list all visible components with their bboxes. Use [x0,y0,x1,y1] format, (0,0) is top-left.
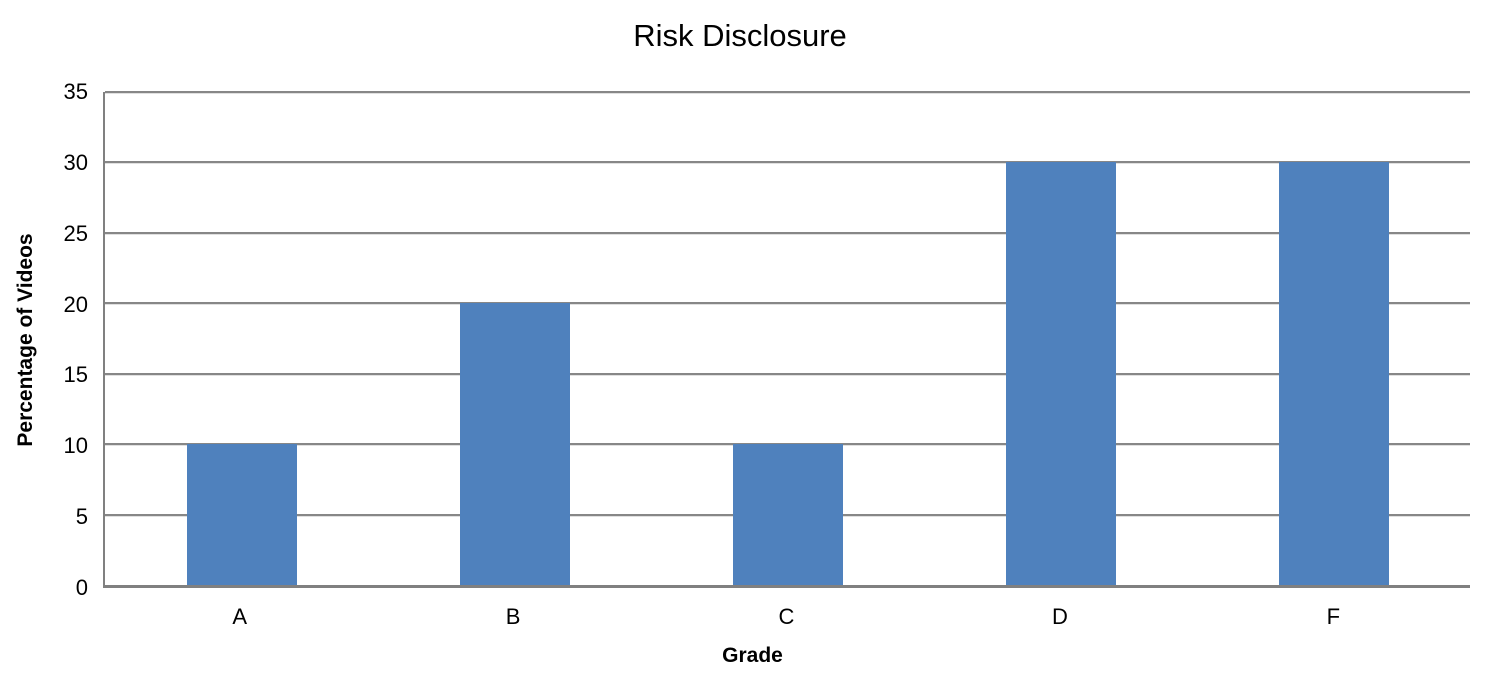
y-tick-label: 30 [63,149,88,175]
x-tick-label-C: C [778,604,795,629]
x-tick-label-D: D [1051,604,1068,629]
y-tick-label: 10 [63,433,88,459]
bar-C [732,444,843,585]
gridline [105,302,1470,305]
x-axis-title: Grade [722,644,783,667]
bar-D [1005,162,1116,585]
bar-B [459,303,570,585]
y-tick-label: 5 [75,504,88,530]
gridline [105,161,1470,164]
x-tick-label-B: B [505,604,521,629]
x-tick-label-F: F [1326,604,1341,629]
gridline [105,372,1470,375]
bar-A [186,444,297,585]
y-axis-tick-labels: 0 5 10 15 20 25 30 35 [0,81,88,599]
y-tick-label: 35 [63,79,88,104]
y-tick-label: 15 [63,362,88,388]
plot-area [103,91,1470,588]
bar-F [1278,162,1389,585]
y-tick-label: 25 [63,220,88,246]
chart-title: Risk Disclosure [633,18,847,53]
gridline [105,443,1470,446]
gridline [105,91,1470,93]
y-tick-label: 20 [63,291,88,317]
y-tick-label: 0 [75,575,88,600]
gridline [105,231,1470,234]
x-tick-label-A: A [232,604,248,629]
